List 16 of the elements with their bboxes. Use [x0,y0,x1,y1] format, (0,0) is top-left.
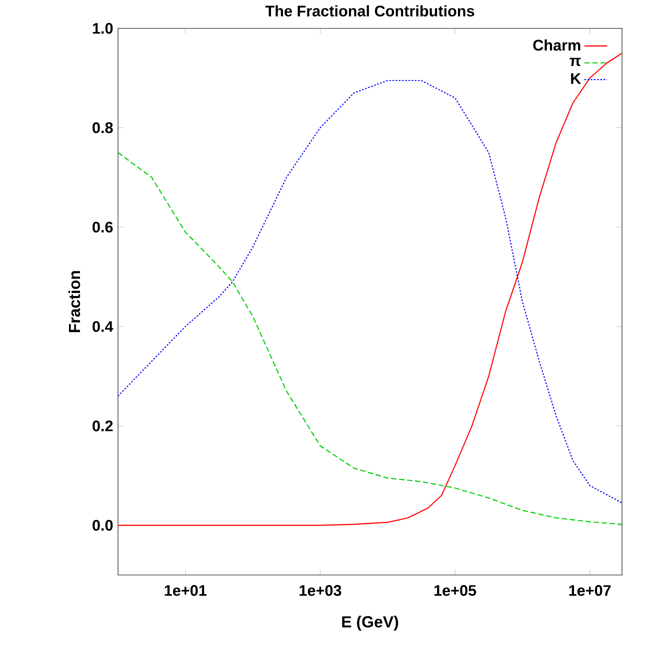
y-tick-label: 1.0 [92,22,113,34]
y-tick-label: 0.2 [92,420,113,432]
legend-label: π [570,58,581,66]
y-tick-label: 0.0 [92,520,113,531]
legend-label: Charm [533,39,580,51]
x-tick-label: 1e+01 [164,585,206,596]
legend-label: K [571,73,582,84]
y-tick-label: 0.8 [92,122,113,134]
y-tick-label: 0.6 [92,222,113,233]
x-tick-label: 1e+03 [300,585,342,596]
y-axis-title: Fraction [68,271,80,332]
y-tick-label: 0.4 [92,321,114,332]
chart-title: The Fractional Contributions [265,5,474,16]
x-axis-title: E (GeV) [342,616,398,631]
x-tick-label: 1e+05 [434,585,476,596]
x-tick-label: 1e+07 [569,585,611,596]
